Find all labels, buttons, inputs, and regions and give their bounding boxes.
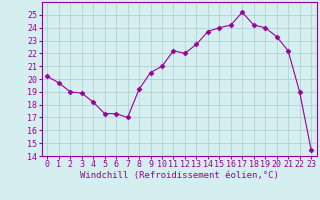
X-axis label: Windchill (Refroidissement éolien,°C): Windchill (Refroidissement éolien,°C) <box>80 171 279 180</box>
